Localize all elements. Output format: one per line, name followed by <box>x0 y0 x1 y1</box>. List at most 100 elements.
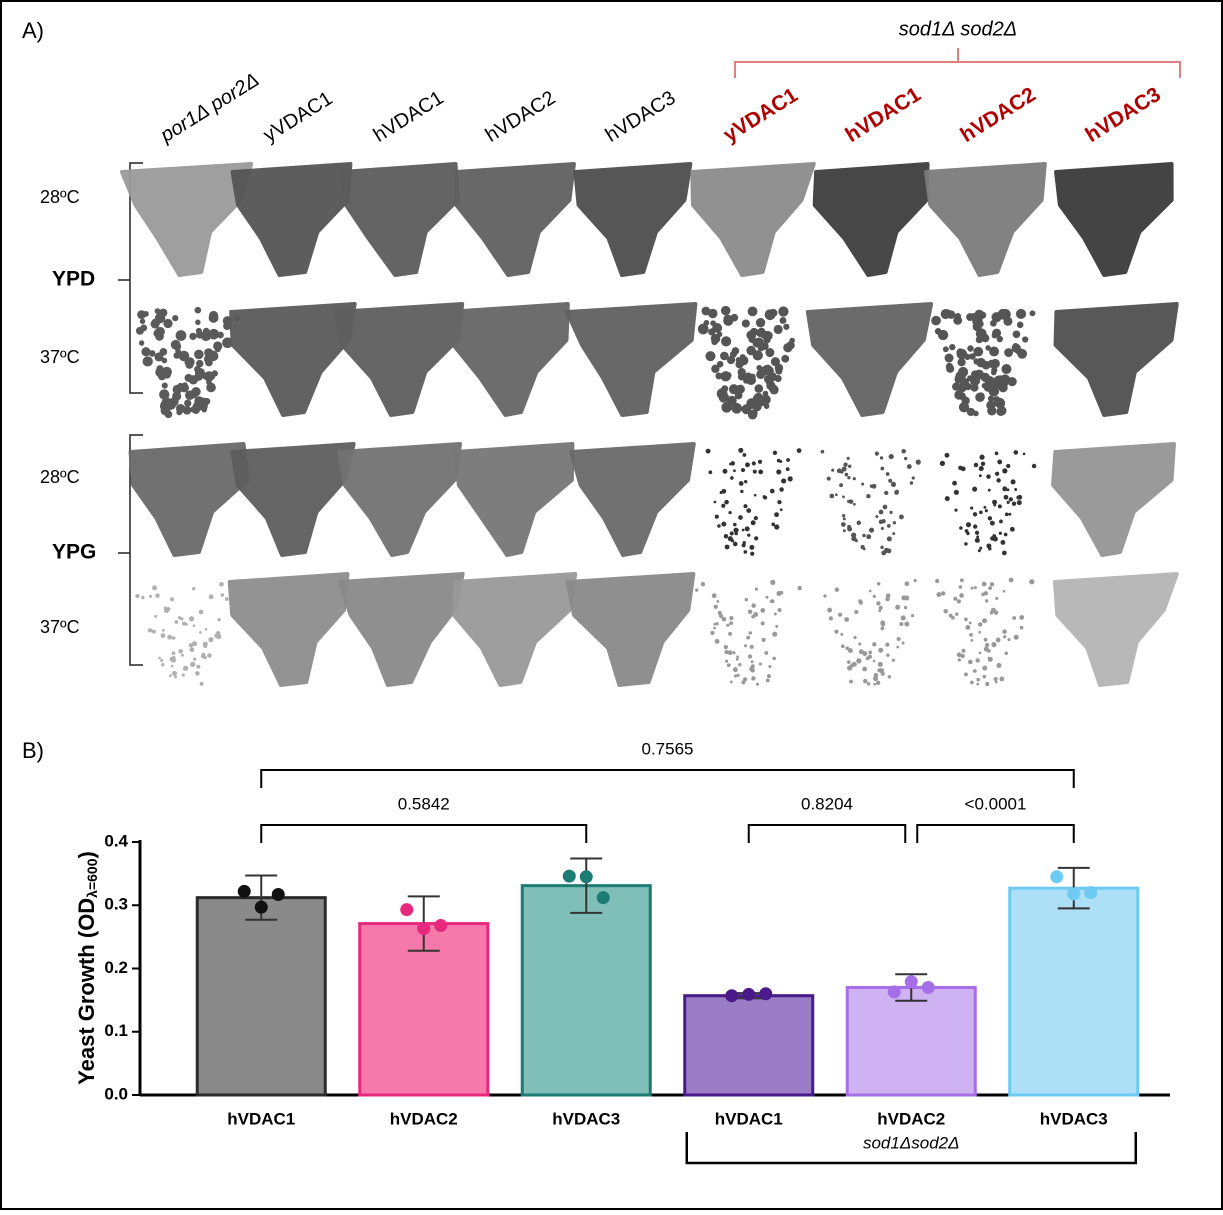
colony <box>741 319 750 328</box>
colony <box>741 404 752 415</box>
colony <box>850 663 855 668</box>
colony <box>1003 532 1008 537</box>
colony <box>946 364 955 373</box>
temperature-label: 28ºC <box>40 467 80 487</box>
colony <box>761 637 766 642</box>
y-tick-label: 0.1 <box>104 1021 128 1040</box>
colony <box>856 520 862 526</box>
colony <box>1002 468 1008 474</box>
colony <box>749 544 755 550</box>
colony <box>872 594 876 598</box>
colony <box>1017 494 1023 500</box>
colony <box>895 604 901 610</box>
colony <box>171 651 176 656</box>
data-point <box>271 887 285 901</box>
colony <box>735 657 739 661</box>
colony <box>993 503 997 507</box>
colony <box>215 630 221 636</box>
colony <box>721 616 727 622</box>
colony <box>1012 616 1017 620</box>
colony <box>203 655 207 660</box>
colony <box>944 452 950 458</box>
colony <box>753 493 757 497</box>
colony <box>965 625 971 630</box>
colony <box>194 372 203 381</box>
colony <box>752 350 763 361</box>
colony <box>762 495 766 499</box>
colony <box>968 621 972 625</box>
colony <box>996 662 1002 669</box>
colony <box>959 578 964 583</box>
colony <box>728 510 732 515</box>
colony <box>1002 629 1007 634</box>
colony <box>1008 512 1012 516</box>
colony <box>944 496 950 502</box>
colony <box>703 319 710 326</box>
colony <box>1001 380 1009 387</box>
colony <box>172 384 183 395</box>
x-tick-label: hVDAC1 <box>227 1109 295 1128</box>
colony <box>1011 343 1021 353</box>
colony <box>964 529 969 533</box>
colony <box>191 386 201 397</box>
colony <box>710 333 721 344</box>
colony <box>977 549 981 553</box>
colony <box>985 345 991 351</box>
colony <box>774 524 780 530</box>
colony <box>1014 487 1018 492</box>
colony <box>781 354 790 363</box>
colony <box>834 587 840 592</box>
colony <box>826 476 831 481</box>
colony <box>194 641 197 645</box>
colony <box>877 668 881 672</box>
colony <box>155 593 160 598</box>
plate-growth <box>924 162 1047 277</box>
colony <box>750 668 755 673</box>
colony <box>778 306 789 317</box>
plate-growth <box>1053 302 1179 417</box>
bar <box>845 985 977 1097</box>
colony <box>779 317 787 324</box>
colony <box>178 616 182 620</box>
colony <box>729 616 734 621</box>
colony <box>1008 577 1014 583</box>
colony <box>754 587 759 591</box>
colony <box>961 648 966 653</box>
y-tick-label: 0.4 <box>104 831 128 850</box>
colony <box>724 649 729 655</box>
colony <box>149 629 153 633</box>
y-axis-label-part: ) <box>74 851 99 858</box>
colony <box>969 375 981 386</box>
colony <box>875 680 881 685</box>
colony <box>991 312 1002 323</box>
x-tick-label: hVDAC3 <box>552 1109 620 1128</box>
colony <box>719 490 723 495</box>
colony <box>749 644 754 649</box>
colony <box>152 585 158 591</box>
colony <box>842 517 846 521</box>
colony <box>913 578 917 583</box>
colony <box>720 371 731 382</box>
colony <box>747 306 758 317</box>
colony <box>853 502 856 506</box>
colony <box>726 663 731 668</box>
plate-growth <box>1051 442 1176 557</box>
colony <box>751 676 756 681</box>
colony <box>878 647 884 653</box>
colony <box>735 384 745 394</box>
colony <box>737 367 746 377</box>
colony <box>877 661 883 667</box>
colony <box>176 409 183 416</box>
colony <box>996 478 1001 483</box>
colony <box>744 526 750 532</box>
panel-label: A) <box>22 18 44 43</box>
colony <box>878 509 884 515</box>
data-point <box>904 975 918 989</box>
colony <box>885 593 891 599</box>
colony <box>991 332 998 339</box>
colony <box>728 631 733 636</box>
colony <box>710 630 715 635</box>
colony <box>996 335 1004 343</box>
colony <box>878 605 883 610</box>
colony <box>161 663 165 667</box>
